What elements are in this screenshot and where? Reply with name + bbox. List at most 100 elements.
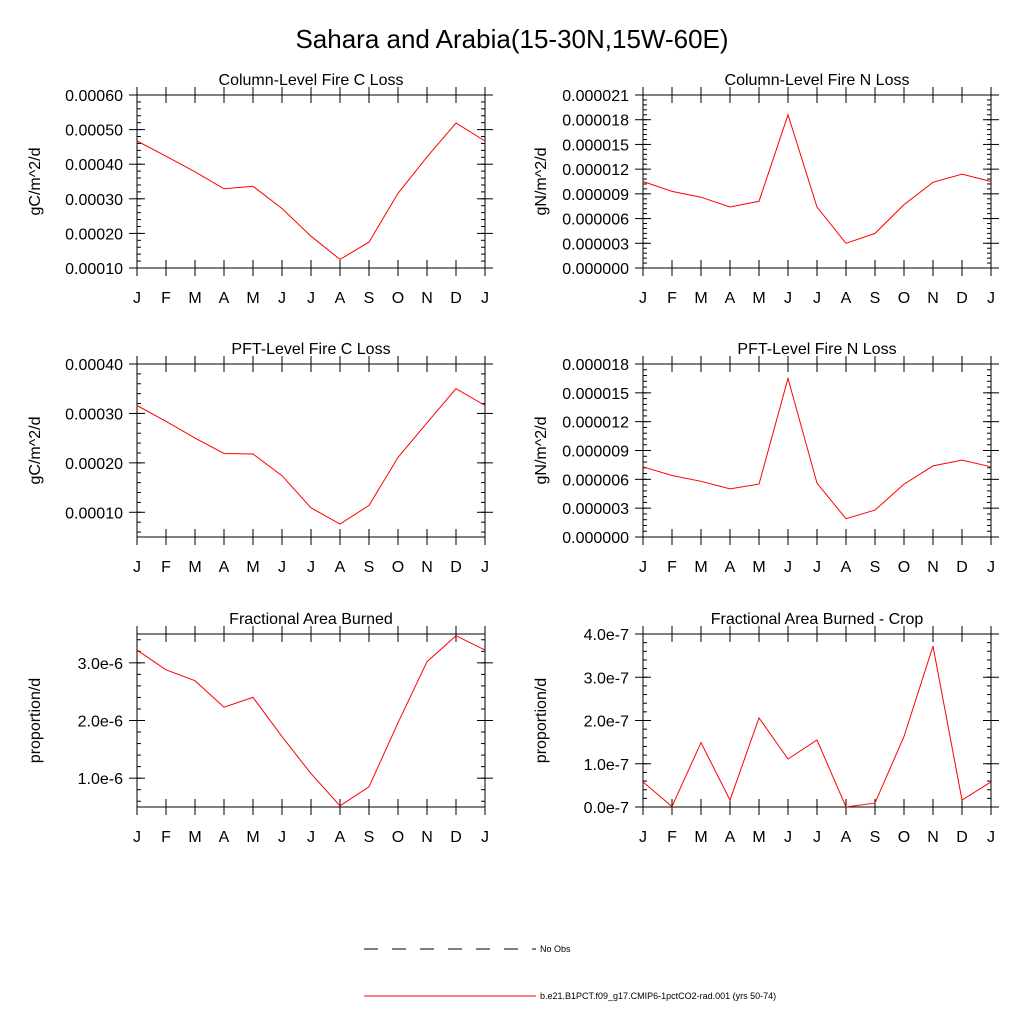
panel-pft-c-loss: PFT-Level Fire C Loss 0.00010 0.00020 0.000… [27,341,493,576]
y-tick-label: 0.00020 [65,226,123,243]
y-tick-label: 0.000015 [562,386,629,403]
panel-title-area-burned-crop: Fractional Area Burned - Crop [711,611,924,628]
y-tick-label: 0.000003 [562,236,629,253]
panel-title-pft-n-loss: PFT-Level Fire N Loss [737,341,896,358]
x-tick-label: A [725,290,736,307]
y-axis-label-area-burned: proportion/d [27,678,44,763]
x-tick-label: J [784,829,792,846]
x-tick-label: S [364,829,375,846]
x-tick-label: O [392,559,404,576]
y-tick-label: 1.0e-6 [78,771,123,788]
x-tick-label: M [246,559,259,576]
x-tick-label: A [219,290,230,307]
y-tick-label: 0.00010 [65,505,123,522]
panel-area-burned: Fractional Area Burned 1.0e-6 2.0e-6 3.0e-6… [27,611,493,846]
x-tick-label: A [725,559,736,576]
x-tick-label: D [956,290,968,307]
series-line-col-c-loss [136,122,486,261]
x-tick-label: M [188,290,201,307]
x-tick-label: D [450,829,462,846]
x-tick-label: J [133,559,141,576]
x-tick-label: M [752,290,765,307]
y-tick-label: 0.00040 [65,157,123,174]
panel-title-area-burned: Fractional Area Burned [229,611,393,628]
series-line-area-burned-crop [642,645,992,808]
x-tick-label: O [898,829,910,846]
x-tick-label: A [841,829,852,846]
x-tick-label: N [421,559,433,576]
y-tick-label: 0.00030 [65,406,123,423]
panel-col-c-loss: Column-Level Fire C Loss 0.00010 0.00020 0.… [27,72,493,307]
x-tick-label: O [898,559,910,576]
x-tick-label: J [987,559,995,576]
y-tick-label: 0.000021 [562,88,629,105]
y-tick-label: 0.000000 [562,261,629,278]
x-tick-label: F [161,829,171,846]
x-tick-label: M [246,829,259,846]
legend: No Obs b.e21.B1PCT.f09_g17.CMIP6-1pctCO2… [364,944,776,1001]
x-tick-label: N [927,559,939,576]
y-tick-label: 0.000018 [562,357,629,374]
x-tick-label: S [870,559,881,576]
series-line-pft-c-loss [136,388,486,525]
figure-title: Sahara and Arabia(15-30N,15W-60E) [295,24,728,54]
panel-title-col-n-loss: Column-Level Fire N Loss [725,72,910,89]
y-tick-label: 0.00020 [65,456,123,473]
y-tick-label: 4.0e-7 [584,627,629,644]
x-tick-label: D [956,559,968,576]
x-tick-label: A [219,559,230,576]
plot-frame-area-burned-crop [642,633,992,808]
x-tick-label: J [133,829,141,846]
panel-col-n-loss: Column-Level Fire N Loss 0.000000 0.000003… [533,72,999,307]
x-tick-label: A [725,829,736,846]
x-tick-label: A [219,829,230,846]
x-tick-label: A [841,290,852,307]
y-tick-label: 0.00010 [65,261,123,278]
panel-area-burned-crop: Fractional Area Burned - Crop 0.0e-7 1.0e-… [533,611,999,846]
y-tick-label: 0.000018 [562,113,629,130]
x-tick-label: F [161,290,171,307]
y-axis-label-pft-n-loss: gN/m^2/d [533,417,550,485]
x-tick-label: S [364,559,375,576]
x-tick-label: D [450,559,462,576]
y-tick-label: 0.000000 [562,530,629,547]
x-tick-label: F [667,559,677,576]
plot-frame-pft-c-loss [136,363,486,538]
x-tick-label: J [133,290,141,307]
x-tick-label: J [481,559,489,576]
x-tick-label: N [421,829,433,846]
y-tick-label: 2.0e-6 [78,714,123,731]
x-tick-label: A [335,829,346,846]
x-tick-label: J [784,290,792,307]
plot-frame-area-burned [136,633,486,808]
y-tick-label: 0.000006 [562,472,629,489]
panel-title-pft-c-loss: PFT-Level Fire C Loss [231,341,390,358]
x-tick-label: J [307,559,315,576]
x-tick-label: O [392,290,404,307]
x-tick-label: J [987,290,995,307]
y-tick-label: 3.0e-6 [78,656,123,673]
x-tick-label: S [870,829,881,846]
plot-frame-pft-n-loss [642,363,992,538]
x-tick-label: A [335,290,346,307]
series-line-area-burned [136,635,486,807]
y-axis-label-pft-c-loss: gC/m^2/d [27,417,44,485]
x-tick-label: S [364,290,375,307]
x-tick-label: J [278,290,286,307]
panel-title-col-c-loss: Column-Level Fire C Loss [219,72,404,89]
x-tick-label: J [307,829,315,846]
y-tick-label: 0.0e-7 [584,800,629,817]
x-tick-label: N [421,290,433,307]
y-tick-label: 0.000012 [562,162,629,179]
x-tick-label: J [639,559,647,576]
y-tick-label: 0.000015 [562,137,629,154]
x-tick-label: J [639,290,647,307]
y-tick-label: 0.000006 [562,212,629,229]
panel-pft-n-loss: PFT-Level Fire N Loss 0.000000 0.000003 0.0… [533,341,999,576]
x-tick-label: J [813,290,821,307]
y-tick-label: 0.000012 [562,415,629,432]
x-tick-label: A [841,559,852,576]
x-tick-label: M [188,559,201,576]
x-tick-label: F [161,559,171,576]
